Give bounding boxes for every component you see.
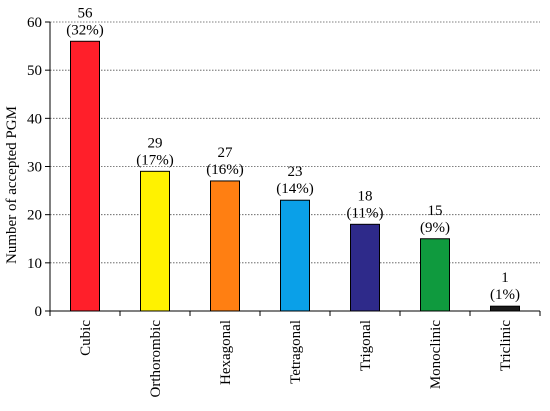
percent-label: (32%) — [66, 22, 104, 38]
percent-label: (11%) — [347, 205, 384, 221]
bar-cubic — [70, 40, 100, 312]
x-tick-label: Tetragonal — [288, 320, 304, 384]
percent-label: (16%) — [206, 162, 244, 178]
y-tick-label: 30 — [27, 160, 42, 176]
y-tick-label: 50 — [27, 63, 42, 79]
bar-triclinic — [490, 305, 520, 312]
x-tick-label: Trigonal — [358, 320, 374, 371]
value-label: 29 — [148, 135, 163, 151]
data-labels: 56(32%) 29(17%) 27(16%) 23(14%) 18(11%) 15(9%… — [66, 5, 520, 303]
percent-label: (14%) — [276, 181, 314, 197]
percent-label: (9%) — [420, 220, 450, 236]
y-tick-label: 20 — [27, 208, 42, 224]
y-axis-ticks: 0 10 20 30 40 50 60 — [27, 15, 50, 320]
y-tick-label: 60 — [27, 15, 42, 31]
value-label: 1 — [501, 270, 509, 286]
value-label: 27 — [218, 145, 234, 161]
bar-monoclinic — [420, 238, 450, 312]
x-tick-label: Orthorombic — [148, 320, 164, 398]
y-tick-label: 0 — [35, 304, 43, 320]
value-label: 15 — [428, 203, 443, 219]
y-axis-title: Number of accepted PGM — [4, 106, 20, 264]
x-axis-ticks: Cubic Orthorombic Hexagonal Tetragonal Trigo… — [49, 311, 541, 398]
x-tick-label: Hexagonal — [218, 320, 234, 385]
value-label: 56 — [78, 5, 94, 21]
value-label: 23 — [288, 164, 303, 180]
gridlines — [50, 21, 540, 264]
bar-orthorombic — [140, 170, 170, 312]
y-tick-label: 10 — [27, 256, 42, 272]
bar-hexagonal — [210, 180, 240, 312]
percent-label: (1%) — [490, 287, 520, 303]
percent-label: (17%) — [136, 152, 174, 168]
value-label: 18 — [358, 188, 373, 204]
y-tick-label: 40 — [27, 111, 42, 127]
bar-tetragonal — [280, 199, 310, 312]
bars — [70, 40, 520, 312]
x-tick-label: Triclinic — [498, 320, 514, 371]
bar-trigonal — [350, 223, 380, 312]
x-tick-label: Monoclinic — [428, 320, 444, 389]
x-tick-label: Cubic — [78, 320, 94, 356]
